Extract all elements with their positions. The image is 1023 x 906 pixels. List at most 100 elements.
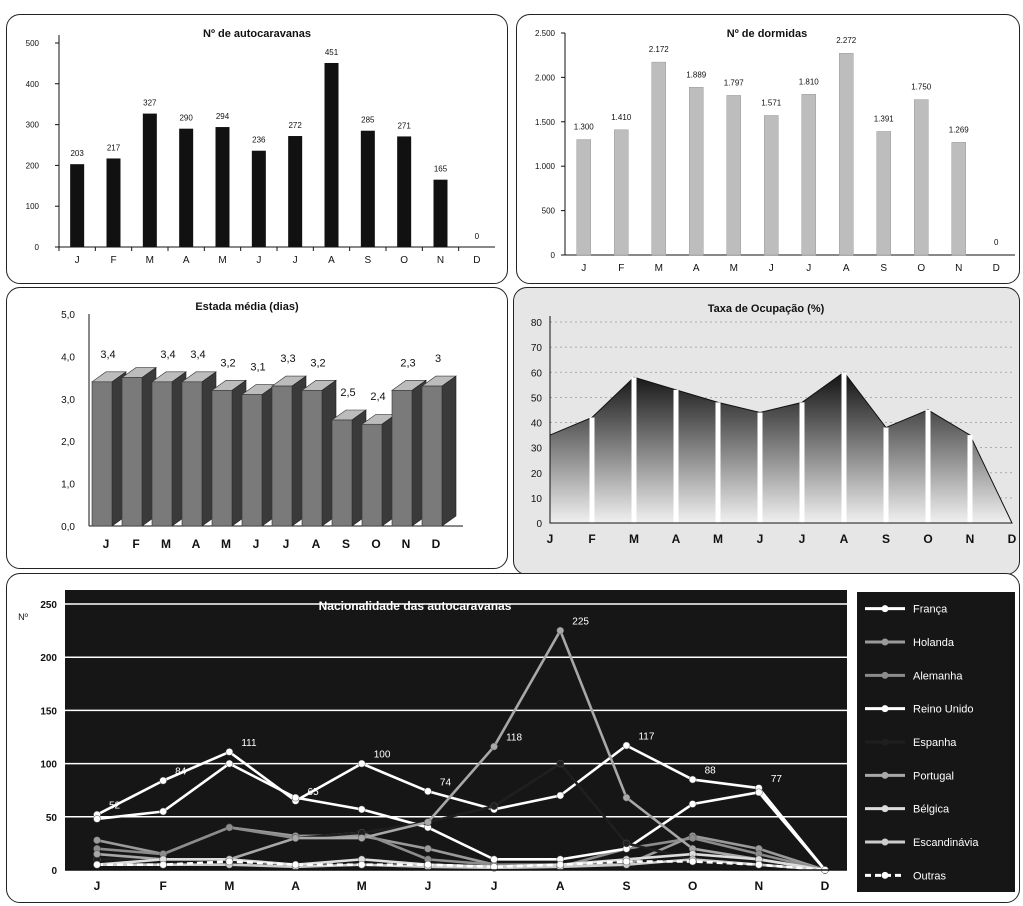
- series-point: [225, 748, 234, 756]
- x-tick-label: J: [799, 532, 806, 546]
- y-tick-label: 500: [26, 39, 40, 48]
- data-label: 88: [705, 766, 717, 777]
- y-tick-label: 0: [536, 519, 542, 530]
- y-tick-label: 5,0: [61, 310, 75, 321]
- data-label: 52: [109, 801, 121, 812]
- x-tick-label: A: [672, 532, 681, 546]
- x-tick-label: F: [132, 537, 139, 551]
- series-point: [622, 741, 631, 750]
- data-label: 3,3: [280, 353, 295, 365]
- legend-marker: [881, 638, 889, 646]
- data-label: 1.391: [874, 114, 895, 123]
- legend-marker: [881, 805, 889, 813]
- x-tick-label: J: [283, 537, 290, 551]
- series-point: [622, 857, 631, 866]
- legend-marker: [881, 671, 889, 679]
- y-tick-label: 400: [26, 80, 40, 89]
- data-label: 0: [475, 232, 480, 241]
- y-tick-label: 1.000: [535, 162, 556, 171]
- data-label: 1.300: [574, 123, 595, 132]
- y-tick-label: 4,0: [61, 352, 75, 363]
- y-tick-label: 1,0: [61, 480, 75, 491]
- y-tick-label: 300: [26, 121, 40, 130]
- series-point: [93, 850, 101, 858]
- bar: [151, 381, 173, 527]
- bar: [215, 127, 230, 247]
- bar: [576, 139, 591, 256]
- legend-label: Espanha: [913, 737, 957, 749]
- y-tick-label: 500: [542, 207, 556, 216]
- bar: [121, 377, 143, 527]
- legend-label: Holanda: [913, 637, 955, 649]
- bar: [391, 390, 413, 527]
- bar: [241, 394, 263, 527]
- series-point: [291, 834, 300, 842]
- series-point: [490, 802, 498, 810]
- chart-taxa-ocupacao: Taxa de Ocupação (%) 0 10 20 30 40 50 60 70 80 J F M…: [513, 287, 1020, 575]
- y-tick-label: 80: [531, 318, 543, 329]
- data-label: 1.269: [949, 125, 970, 134]
- chart-dormidas: Nº de dormidas 0 500 1.000 1.500 2.000 2.500 1.…: [516, 14, 1020, 284]
- data-label: 1.810: [799, 77, 820, 86]
- x-tick-label: N: [437, 255, 444, 266]
- data-label: 77: [771, 774, 783, 785]
- bar: [689, 87, 704, 256]
- legend-marker: [881, 605, 889, 613]
- x-tick-label: S: [880, 263, 887, 274]
- x-tick-label: F: [588, 532, 595, 546]
- bar: [614, 129, 629, 256]
- x-tick-label: N: [754, 879, 763, 893]
- series-point: [424, 844, 432, 853]
- x-tick-label: M: [655, 263, 663, 274]
- x-tick-label: N: [402, 537, 411, 551]
- x-tick-label: N: [966, 532, 975, 546]
- bar: [288, 136, 303, 247]
- x-tick-label: J: [75, 255, 80, 266]
- x-tick-label: J: [757, 532, 764, 546]
- x-tick-label: F: [160, 879, 167, 893]
- data-label: 1.571: [761, 98, 782, 107]
- series-point: [755, 788, 763, 797]
- series-point: [622, 793, 631, 802]
- data-label: 2,4: [370, 391, 385, 403]
- data-label: 111: [241, 738, 257, 749]
- y-tick-label: 2.000: [535, 73, 556, 82]
- bar: [914, 99, 929, 256]
- series-point: [93, 836, 101, 844]
- x-tick-label: M: [357, 879, 367, 893]
- chart-title: Nacionalidade das autocaravanas: [319, 599, 512, 613]
- bar: [91, 381, 113, 527]
- x-tick-label: A: [192, 537, 201, 551]
- data-label: 165: [434, 165, 448, 174]
- x-tick-label: O: [917, 263, 925, 274]
- data-label: 236: [252, 136, 266, 145]
- series-point: [424, 818, 432, 826]
- series-point: [424, 787, 432, 796]
- bar: [397, 136, 412, 247]
- data-label: 1.410: [611, 113, 632, 122]
- data-label: 118: [506, 733, 522, 744]
- data-label: 272: [288, 121, 302, 130]
- series-point: [490, 742, 498, 751]
- legend-marker: [881, 705, 889, 713]
- legend-label: Bélgica: [913, 804, 950, 816]
- data-label: 3,2: [310, 357, 325, 369]
- bar: [106, 158, 121, 247]
- x-tick-label: N: [955, 263, 962, 274]
- data-label: 84: [175, 767, 187, 778]
- x-tick-label: J: [425, 879, 432, 893]
- y-tick-label: 50: [46, 813, 58, 824]
- series-point: [357, 834, 366, 842]
- chart-title: Taxa de Ocupação (%): [708, 303, 825, 315]
- x-tick-label: D: [993, 263, 1000, 274]
- x-tick-label: J: [94, 879, 101, 893]
- y-tick-label: 10: [531, 494, 543, 505]
- data-label: 1.750: [911, 83, 932, 92]
- y-tick-label: 250: [40, 600, 57, 611]
- series-point: [357, 805, 366, 814]
- legend-label: Reino Unido: [913, 704, 974, 716]
- series-line: [96, 744, 827, 871]
- y-tick-label: 2.500: [535, 29, 556, 38]
- series-point: [159, 776, 167, 785]
- data-label: 1.889: [686, 70, 707, 79]
